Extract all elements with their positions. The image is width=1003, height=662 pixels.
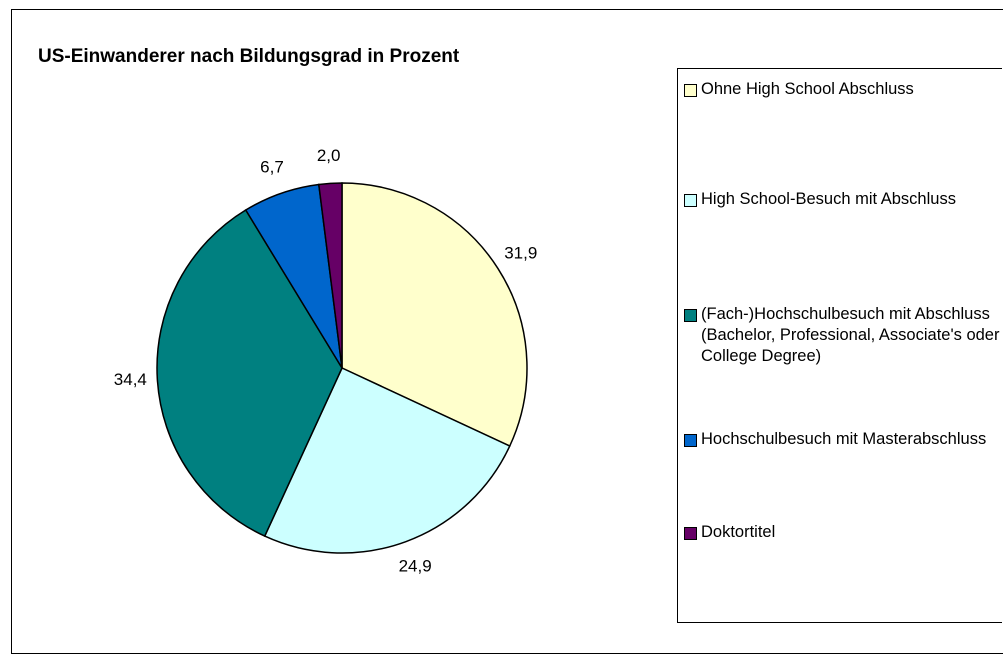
legend-label: Hochschulbesuch mit Masterabschluss [701,430,987,448]
chart-title: US-Einwanderer nach Bildungsgrad in Proz… [38,46,460,67]
legend-label: High School-Besuch mit Abschluss [701,190,956,208]
data-label: 34,4 [114,370,147,389]
legend-label: Doktortitel [701,523,776,541]
legend: Ohne High School Abschluss High School-Be… [677,68,1002,623]
legend-label: (Fach-)Hochschulbesuch mit Abschluss (Ba… [701,305,1000,365]
legend-label: Ohne High School Abschluss [701,80,914,98]
pie-slice [156,208,343,538]
legend-entry: Hochschulbesuch mit Masterabschluss [684,429,1000,450]
legend-swatch [684,527,697,540]
pie-slice [317,182,343,369]
pie-slice [263,367,511,554]
legend-entry: High School-Besuch mit Abschluss [684,189,1000,210]
data-label: 31,9 [504,244,537,263]
legend-entry: Ohne High School Abschluss [684,79,1000,100]
legend-entry: Doktortitel [684,522,1000,543]
data-label: 2,0 [317,146,341,165]
legend-swatch [684,309,697,322]
data-label: 6,7 [260,157,284,176]
legend-entry: (Fach-)Hochschulbesuch mit Abschluss (Ba… [684,304,1000,367]
pie-slice [341,182,528,448]
legend-swatch [684,194,697,207]
data-label: 24,9 [399,556,432,575]
legend-swatch [684,84,697,97]
legend-swatch [684,434,697,447]
